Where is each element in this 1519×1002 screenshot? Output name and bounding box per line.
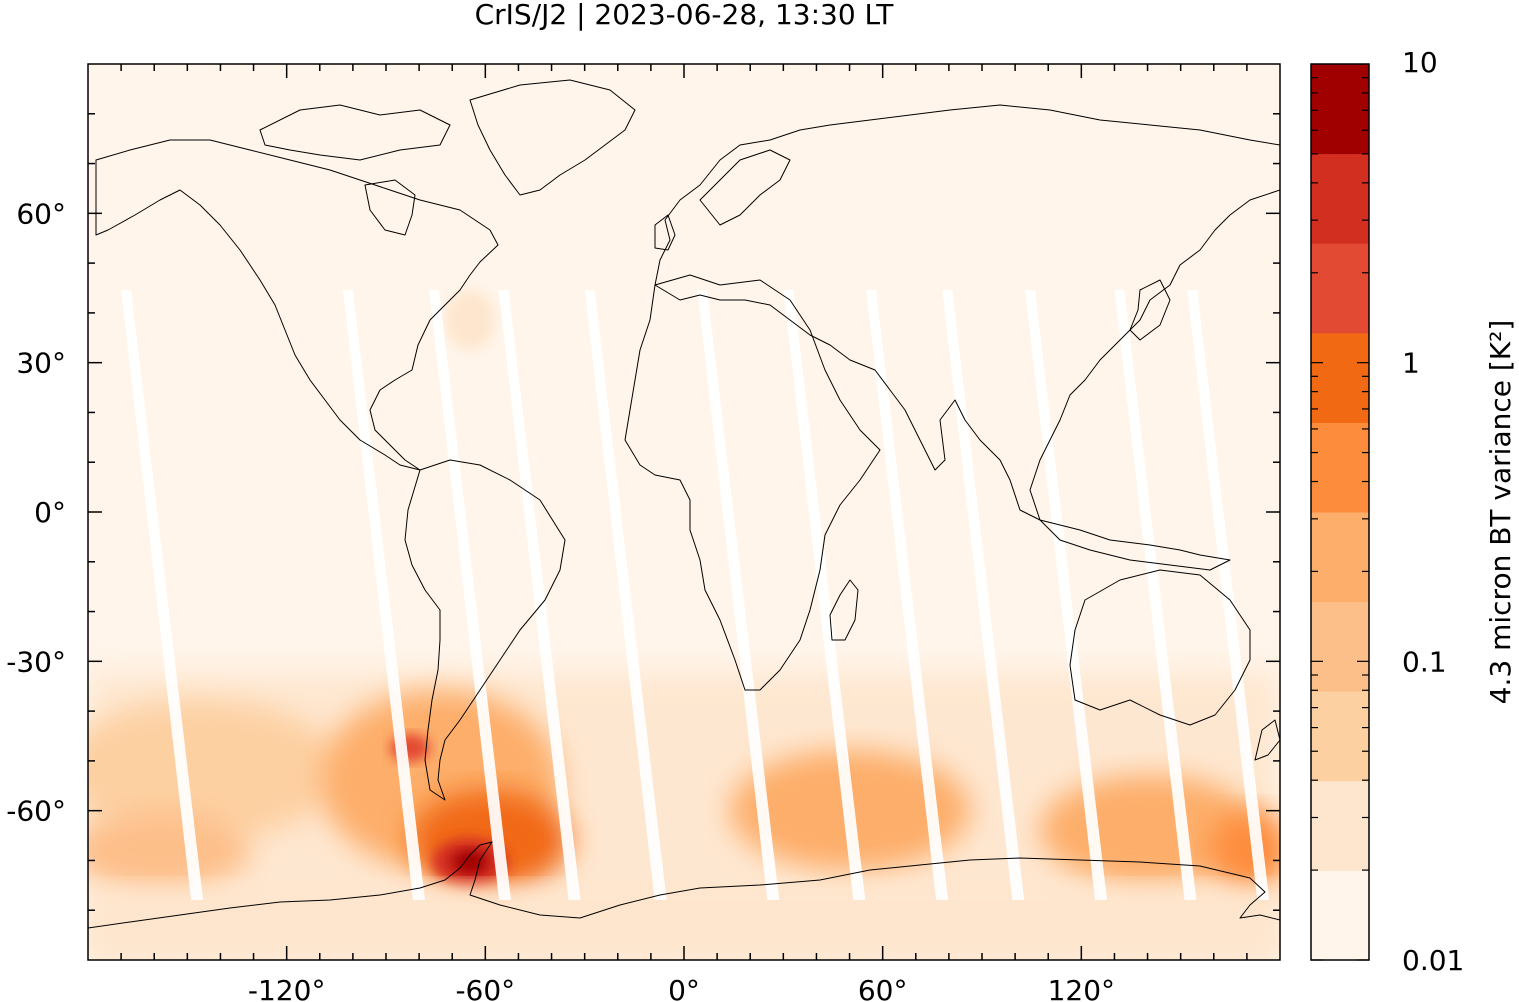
variance-patch-northatlantic (445, 290, 495, 350)
swath-gap (783, 290, 866, 900)
coastline-hudson-bay (364, 179, 416, 236)
colorbar-swatch (1311, 64, 1369, 155)
coastline-eurasia (654, 104, 1280, 521)
map-title: CrIS/J2 | 2023-06-28, 13:30 LT (475, 0, 895, 31)
colorbar-label: 4.3 micron BT variance [K²] (1484, 320, 1517, 705)
colorbar-swatch (1311, 332, 1369, 423)
y-tick-label: 30° (16, 347, 66, 380)
x-tick-label: 0° (668, 974, 700, 1002)
swath-gap (1114, 290, 1197, 900)
coastline-north-america (95, 139, 499, 471)
colorbar-tick-label: 1 (1402, 347, 1420, 380)
coastline-australia (1069, 569, 1251, 726)
coastline-scandinavia (699, 149, 791, 226)
swath-gap (866, 290, 949, 900)
swath-gap (121, 290, 204, 900)
colorbar-swatch (1311, 691, 1369, 782)
colorbar-swatch (1311, 512, 1369, 603)
swath-gap (498, 290, 581, 900)
colorbar-swatch (1311, 601, 1369, 692)
swath-gap (584, 290, 667, 900)
coastline-africa (624, 274, 881, 691)
colorbar-tick-label: 0.01 (1402, 944, 1464, 977)
x-tick-label: 60° (858, 974, 908, 1002)
colorbar: 10 1 0.1 0.01 4.3 micron BT variance [K²] (1310, 46, 1517, 977)
map-panel (88, 64, 1280, 960)
coastline-japan (1129, 279, 1171, 341)
colorbar-swatches (1311, 64, 1369, 961)
x-tick-label: -120° (248, 974, 326, 1002)
variance-patch-southpacific (88, 700, 340, 840)
variance-patch-southpacific-2 (88, 810, 250, 890)
colorbar-swatch (1311, 243, 1369, 334)
variance-patch-peninsula-core (452, 850, 488, 874)
colorbar-tick-labels: 10 1 0.1 0.01 (1402, 46, 1464, 977)
colorbar-tick-label: 0.1 (1402, 645, 1447, 678)
colorbar-swatch (1311, 870, 1369, 961)
coastline-madagascar (829, 579, 859, 641)
coastline-new-zealand (1254, 719, 1280, 761)
x-tick-label: -60° (455, 974, 515, 1002)
coastlines (88, 79, 1280, 929)
y-tick-label: 0° (34, 496, 66, 529)
coastline-south-america (404, 459, 566, 801)
swath-gap (942, 290, 1025, 900)
swath-gap (429, 290, 512, 900)
coastline-greenland (469, 79, 636, 196)
coastline-arctic-islands (259, 104, 451, 161)
swath-gap (1025, 290, 1108, 900)
colorbar-swatch (1311, 153, 1369, 244)
y-tick-label: -60° (6, 795, 66, 828)
x-tick-label: 120° (1048, 974, 1115, 1002)
coastline-indonesia (1039, 519, 1231, 571)
colorbar-swatch (1311, 780, 1369, 871)
map-tick-labels: -120° -60° 0° 60° 120° 60° 30° 0° -30° -60° (6, 197, 1115, 1002)
colorbar-ticks (1311, 77, 1369, 961)
swath-gap (697, 290, 780, 900)
colorbar-tick-label: 10 (1402, 46, 1438, 79)
y-tick-label: -30° (6, 645, 66, 678)
coastline-uk (654, 214, 676, 251)
map-ticks (88, 64, 1280, 960)
coastline-antarctica (88, 841, 1280, 929)
colorbar-swatch (1311, 422, 1369, 513)
y-tick-label: 60° (16, 197, 66, 230)
colorbar-frame (1310, 63, 1370, 961)
swath-gap (1187, 290, 1270, 900)
